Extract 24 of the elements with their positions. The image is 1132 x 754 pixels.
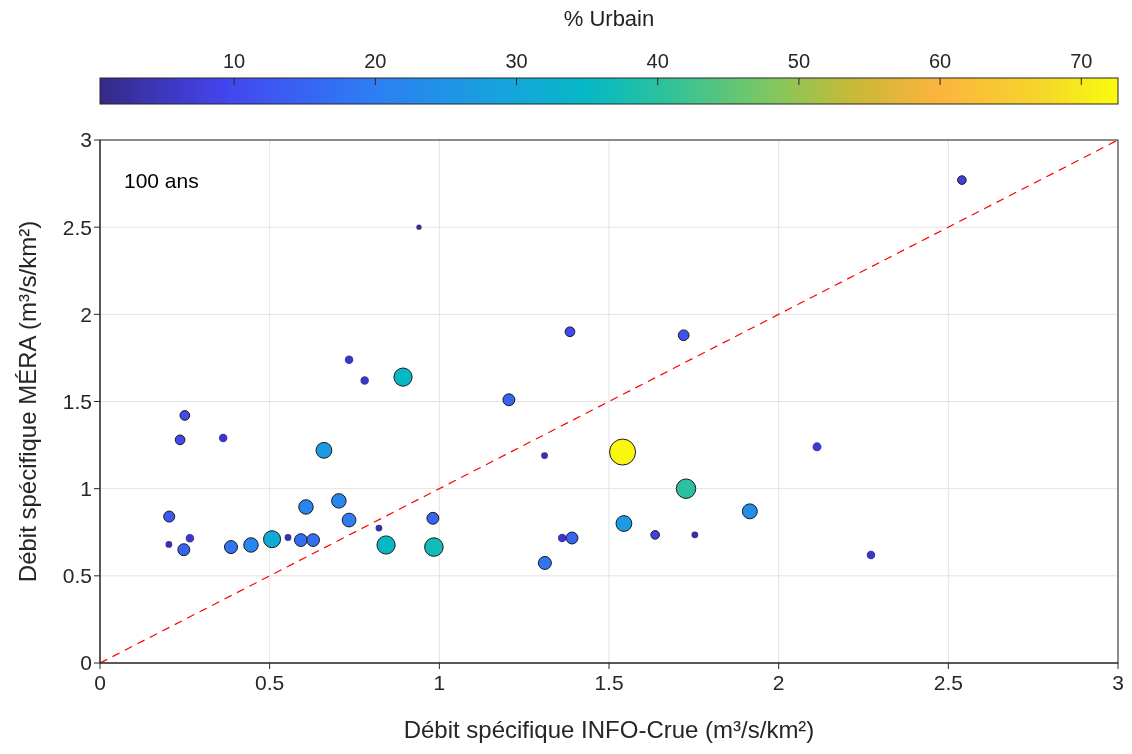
y-tick-label: 1.5 bbox=[62, 389, 92, 413]
x-tick-label: 1 bbox=[433, 670, 446, 694]
y-tick-label: 3 bbox=[80, 128, 92, 152]
y-tick-label: 0.5 bbox=[62, 564, 92, 588]
x-tick-label: 0.5 bbox=[255, 670, 285, 694]
y-axis-title: Débit spécifique MÉRA (m³/s/km²) bbox=[14, 220, 41, 583]
y-tick-label: 2.5 bbox=[62, 215, 92, 239]
annotation: 100 ans bbox=[124, 169, 199, 192]
color-bar-label: 40 bbox=[646, 50, 669, 72]
color-bar-label: 70 bbox=[1070, 50, 1093, 72]
color-bar-label: 20 bbox=[364, 50, 387, 72]
color-bar-label: 10 bbox=[223, 50, 246, 72]
color-bar-label: 50 bbox=[787, 50, 811, 72]
x-tick-label: 2.5 bbox=[933, 670, 963, 694]
y-tick-label: 0 bbox=[80, 651, 92, 675]
y-tick-label: 1 bbox=[80, 477, 92, 501]
color-bar-title: % Urbain bbox=[563, 6, 655, 31]
x-tick-label: 1.5 bbox=[594, 670, 624, 694]
x-axis-title: Débit spécifique INFO-Crue (m³/s/km²) bbox=[403, 716, 815, 743]
color-bar-label: 30 bbox=[505, 50, 528, 72]
x-tick-label: 2 bbox=[772, 670, 785, 694]
x-tick-label: 3 bbox=[1112, 670, 1124, 694]
y-tick-label: 2 bbox=[80, 302, 92, 326]
color-bar-label: 60 bbox=[928, 50, 952, 72]
